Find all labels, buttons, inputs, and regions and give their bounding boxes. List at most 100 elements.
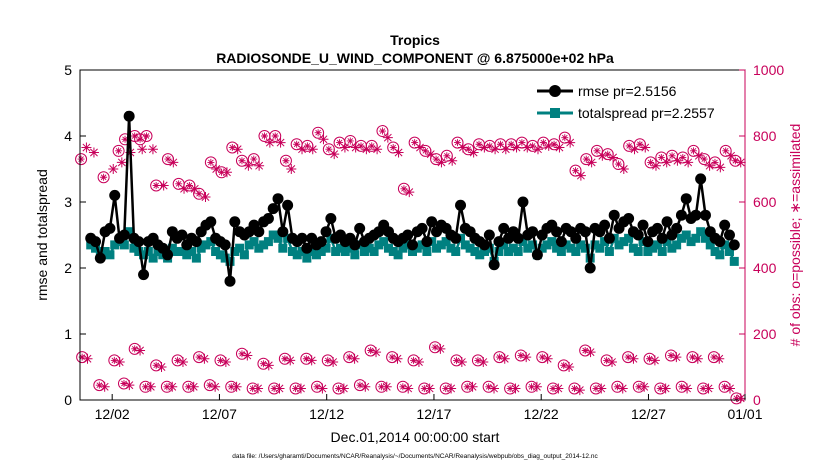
totalspread-point xyxy=(518,237,528,247)
rmse-point xyxy=(426,216,438,228)
obs-assimilated-marker xyxy=(424,383,435,394)
obs-assimilated-marker xyxy=(628,353,639,364)
obs-possible-star xyxy=(667,351,675,359)
obs-possible-star xyxy=(110,356,118,364)
obs-assimilated-marker xyxy=(564,362,575,372)
rmse-point xyxy=(138,269,150,281)
rmse-point xyxy=(632,229,644,241)
totalspread-point xyxy=(686,237,696,247)
rmse-point xyxy=(190,236,202,248)
obs-possible-star xyxy=(345,353,353,361)
totalspread-point xyxy=(316,247,326,256)
rmse-point xyxy=(579,226,591,238)
y-tick-label-right: 600 xyxy=(753,194,777,210)
totalspread-point xyxy=(652,240,662,250)
obs-possible-star xyxy=(570,384,578,392)
totalspread-point xyxy=(408,247,417,256)
obs-possible-star xyxy=(529,142,537,150)
rmse-point xyxy=(296,232,308,244)
obs-assimilated-marker xyxy=(597,150,608,161)
obs-possible-star xyxy=(700,155,708,163)
totalspread-point xyxy=(105,250,115,260)
obs-possible-star xyxy=(336,139,344,147)
obs-possible-star xyxy=(100,173,108,181)
totalspread-point xyxy=(268,230,278,240)
obs-possible-star xyxy=(721,383,729,391)
totalspread-point xyxy=(441,237,451,247)
obs-possible-circle xyxy=(134,133,147,146)
rmse-point xyxy=(229,216,241,228)
obs-assimilated-marker xyxy=(425,149,436,160)
obs-assimilated-marker xyxy=(88,147,99,158)
rmse-point xyxy=(488,259,500,271)
obs-possible-star xyxy=(463,383,471,391)
obs-possible-star xyxy=(357,142,365,150)
obs-possible-star xyxy=(227,383,235,391)
totalspread-point xyxy=(705,240,715,250)
chart-subtitle: RADIOSONDE_U_WIND_COMPONENT @ 6.875000e+… xyxy=(216,50,614,66)
obs-possible-star xyxy=(259,360,267,368)
obs-possible-star xyxy=(506,384,514,392)
totalspread-point xyxy=(494,247,504,256)
rmse-point xyxy=(176,229,188,241)
totalspread-point xyxy=(172,247,182,256)
totalspread-point xyxy=(302,253,312,263)
obs-assimilated-marker xyxy=(531,381,542,392)
totalspread-point xyxy=(633,247,643,256)
obs-possible-star xyxy=(314,129,322,137)
rmse-point xyxy=(527,226,539,238)
obs-assimilated-marker xyxy=(156,362,167,372)
totalspread-point xyxy=(710,247,720,256)
obs-assimilated-marker xyxy=(703,383,714,394)
obs-assimilated-marker xyxy=(683,157,694,168)
y-tick-label-left: 0 xyxy=(64,392,72,408)
obs-assimilated-marker xyxy=(286,164,297,174)
x-tick-label: 12/02 xyxy=(95,406,130,422)
obs-assimilated-marker xyxy=(618,164,629,174)
rmse-point xyxy=(661,216,673,228)
obs-possible-star xyxy=(282,157,290,165)
rmse-point xyxy=(551,226,563,238)
obs-possible-star xyxy=(388,353,396,361)
rmse-point xyxy=(512,232,524,244)
rmse-point xyxy=(224,275,236,287)
totalspread-point xyxy=(648,243,658,253)
rmse-point xyxy=(272,193,284,205)
obs-possible-circle xyxy=(97,171,110,184)
obs-possible-star xyxy=(635,383,643,391)
totalspread-point xyxy=(662,237,672,247)
obs-assimilated-marker xyxy=(565,137,576,148)
obs-possible-star xyxy=(206,381,214,389)
obs-possible-circle xyxy=(75,153,88,166)
obs-possible-star xyxy=(400,185,408,193)
totalspread-point xyxy=(571,247,581,256)
obs-possible-star xyxy=(313,383,321,391)
totalspread-point xyxy=(350,250,360,260)
obs-assimilated-marker xyxy=(617,383,628,394)
totalspread-point xyxy=(259,240,269,250)
obs-possible-star xyxy=(184,383,192,391)
obs-possible-circle xyxy=(235,154,248,167)
obs-assimilated-marker xyxy=(263,360,274,371)
data-file-footnote: data file: /Users/gharamti/Documents/NCA… xyxy=(232,453,598,460)
obs-assimilated-marker xyxy=(317,383,328,394)
obs-assimilated-marker xyxy=(274,383,285,394)
obs-possible-star xyxy=(592,384,600,392)
obs-possible-star xyxy=(560,361,568,369)
obs-possible-star xyxy=(411,139,419,147)
legend-spread-marker xyxy=(550,108,560,118)
obs-assimilated-marker xyxy=(145,381,156,392)
totalspread-point xyxy=(465,243,475,253)
obs-possible-star xyxy=(399,383,407,391)
obs-assimilated-marker xyxy=(435,343,446,354)
obs-possible-star xyxy=(593,147,601,155)
rmse-point xyxy=(133,236,145,248)
totalspread-point xyxy=(484,243,494,253)
obs-possible-star xyxy=(528,383,536,391)
obs-possible-marker xyxy=(97,171,110,184)
totalspread-point xyxy=(499,240,509,250)
totalspread-point xyxy=(446,243,456,253)
x-tick-label: 12/12 xyxy=(309,406,344,422)
totalspread-point xyxy=(720,240,730,250)
y-tick-label-left: 5 xyxy=(64,62,72,78)
